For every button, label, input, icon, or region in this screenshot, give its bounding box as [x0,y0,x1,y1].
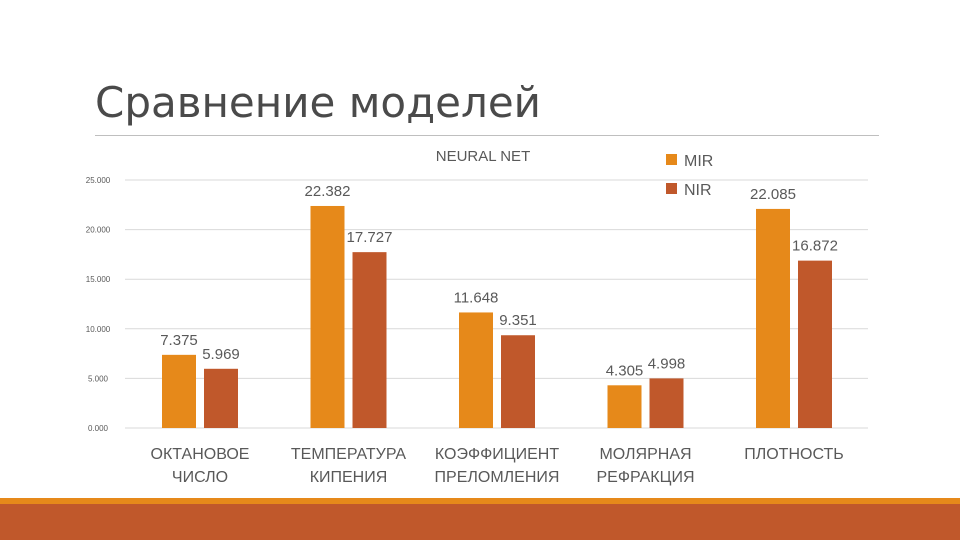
y-tick-label: 5.000 [88,374,109,383]
legend-label-mir: MIR [684,153,713,170]
bar-mir [459,312,493,428]
slide-title: Сравнение моделей [95,78,541,127]
y-tick-label: 20.000 [86,226,111,235]
data-label-nir: 17.727 [347,229,393,246]
legend-label-nir: NIR [684,182,712,199]
title-divider [95,135,879,136]
x-category-label: МОЛЯРНАЯ [599,446,691,463]
grid-lines [125,179,868,429]
data-label-mir: 22.382 [305,183,351,200]
footer-accent-stripe [0,498,960,504]
x-category-label: ПРЕЛОМЛЕНИЯ [435,469,560,486]
bar-mir [756,208,790,428]
bar-mir [607,385,642,428]
x-category-label: ПЛОТНОСТЬ [744,446,844,463]
y-tick-label: 0.000 [88,424,109,433]
footer-bar [0,504,960,540]
x-category-label: РЕФРАКЦИЯ [597,469,695,486]
y-tick-label: 10.000 [86,325,111,334]
data-label-nir: 16.872 [792,238,838,255]
data-label-mir: 7.375 [160,332,198,349]
bar-nir [352,252,387,428]
x-category-label: КИПЕНИЯ [310,469,388,486]
x-axis-categories: ОКТАНОВОЕ ЧИСЛО ТЕМПЕРАТУРА КИПЕНИЯ КОЭФФИЦИ… [151,446,844,486]
x-category-label: ТЕМПЕРАТУРА [291,446,407,463]
legend-swatch-mir [666,154,677,165]
bar-nir [501,335,535,428]
legend: MIR NIR [666,153,713,199]
bar-mir [310,205,345,428]
bars [162,205,832,428]
bar-nir [204,368,238,428]
data-label-mir: 22.085 [750,186,796,203]
y-tick-label: 25.000 [86,176,111,185]
legend-swatch-nir [666,183,677,194]
bar-nir [798,260,832,428]
bar-nir [649,378,684,428]
y-tick-label: 15.000 [86,275,111,284]
data-label-mir: 4.305 [606,362,644,379]
data-label-nir: 9.351 [499,312,537,329]
data-label-nir: 4.998 [648,355,686,372]
bar-mir [162,354,196,428]
x-category-label: ЧИСЛО [172,469,228,486]
data-label-nir: 5.969 [202,346,240,363]
y-axis-ticks: 0.000 5.000 10.000 15.000 20.000 25.000 [86,176,111,433]
data-label-mir: 11.648 [454,289,499,306]
chart-title: NEURAL NET [436,148,530,165]
x-category-label: КОЭФФИЦИЕНТ [435,446,559,463]
x-category-label: ОКТАНОВОЕ [151,446,250,463]
